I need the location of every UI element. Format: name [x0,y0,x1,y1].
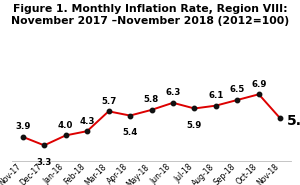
Text: 6.1: 6.1 [208,91,224,100]
Text: Figure 1. Monthly Inflation Rate, Region VIII:
November 2017 –November 2018 (201: Figure 1. Monthly Inflation Rate, Region… [11,4,289,26]
Text: 3.9: 3.9 [15,122,30,131]
Text: 5.9: 5.9 [187,121,202,130]
Text: 6.5: 6.5 [230,85,245,94]
Text: 3.3: 3.3 [37,158,52,167]
Text: 5.7: 5.7 [101,97,116,106]
Text: 4.3: 4.3 [80,117,95,126]
Text: 5.8: 5.8 [144,95,159,104]
Text: 5.4: 5.4 [122,128,138,137]
Text: 6.9: 6.9 [251,80,266,89]
Text: 6.3: 6.3 [165,88,181,97]
Text: 4.0: 4.0 [58,121,73,130]
Text: 5.2: 5.2 [287,114,300,128]
